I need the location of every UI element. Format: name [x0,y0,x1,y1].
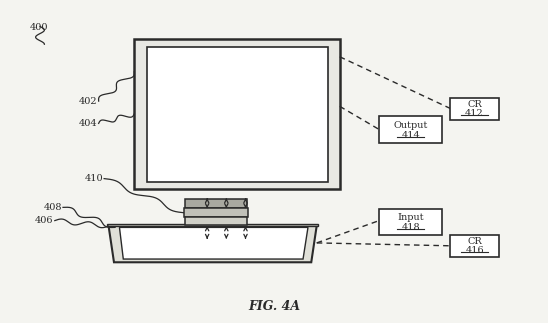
Text: 412: 412 [465,109,484,118]
Bar [184,208,248,217]
Text: 404: 404 [79,119,98,128]
Bar [147,47,328,182]
Text: 414: 414 [401,131,420,140]
Text: Input: Input [397,214,424,223]
Text: CR: CR [467,100,482,109]
Text: 418: 418 [402,223,420,232]
Bar [379,209,442,235]
Text: CR: CR [467,237,482,246]
Polygon shape [119,227,308,259]
Bar [185,199,247,208]
Bar [134,39,340,189]
Bar [450,98,499,120]
Bar [185,217,247,225]
Text: 406: 406 [35,216,54,225]
Text: 400: 400 [30,23,49,32]
Bar [450,235,499,257]
Text: 402: 402 [79,97,98,106]
Text: FIG. 4A: FIG. 4A [248,300,300,313]
Text: Output: Output [393,121,428,130]
Bar [379,116,442,143]
Text: 416: 416 [465,246,484,255]
Polygon shape [107,224,318,226]
Text: 410: 410 [84,174,103,183]
Text: 408: 408 [43,203,62,212]
Polygon shape [109,225,317,262]
